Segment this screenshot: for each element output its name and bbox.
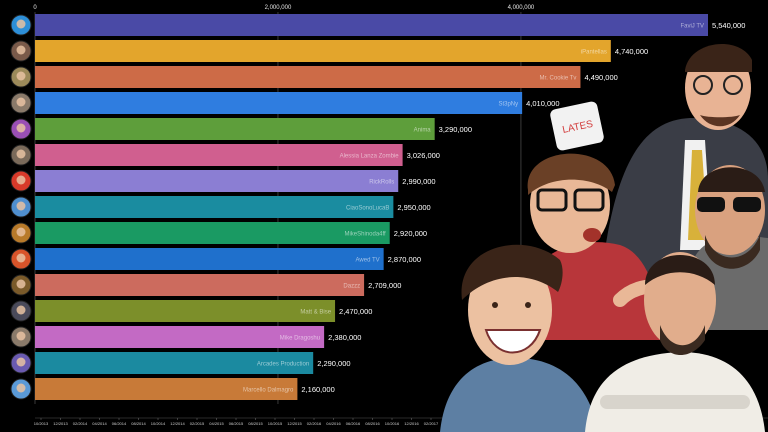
bar-category-label: Alessia Lanza Zombie [340,154,400,160]
bar [35,352,314,374]
date-tick-label: 06/2015 [229,421,244,426]
date-tick-label: 04/2014 [92,421,107,426]
bar-value-label: 2,709,000 [368,281,401,290]
avatar-face [16,123,26,133]
bar-value-label: 4,740,000 [615,47,648,56]
bar [35,300,336,322]
avatar-face [16,201,26,211]
bar-category-label: Dazzz [343,284,360,290]
x-tick-label: 0 [33,5,37,11]
avatar-face [16,227,26,237]
bar [35,118,435,140]
bar-value-label: 2,380,000 [328,333,361,342]
date-tick-label: 06/2014 [112,421,127,426]
x-tick-label: 4,000,000 [508,5,535,11]
bar-value-label: 3,026,000 [407,151,440,160]
avatar-face [16,357,26,367]
bar-value-label: 2,990,000 [402,177,435,186]
date-tick-label: 10/2014 [151,421,166,426]
bar-value-label: 3,290,000 [439,125,472,134]
avatar-face [16,383,26,393]
date-tick-label: 10/2016 [385,421,400,426]
avatar-face [16,175,26,185]
bar [35,196,394,218]
date-tick-label: 02/2014 [73,421,88,426]
bar-category-label: Mike Dragoshu [280,336,320,342]
bar-value-label: 2,470,000 [339,307,372,316]
avatar-face [16,97,26,107]
bar [35,248,384,270]
avatars [10,14,32,400]
date-tick-label: 12/2014 [170,421,185,426]
bar [35,14,708,36]
date-tick-label: 12/2016 [404,421,419,426]
date-tick-label: 02/2015 [190,421,205,426]
portrait-collage: LATES [440,43,768,432]
bar-value-label: 4,490,000 [584,73,617,82]
bar [35,92,523,114]
avatar-face [16,253,26,263]
person-chef-portrait [585,252,765,432]
avatar-face [16,305,26,315]
avatar-face [16,45,26,55]
bar-value-label: 2,160,000 [301,385,334,394]
bar-category-label: St3pNy [498,102,518,108]
bar-value-label: 5,540,000 [712,21,745,30]
avatar-face [16,71,26,81]
bar [35,274,365,296]
bar-category-label: Matt & Bise [300,310,331,316]
bar-category-label: MikeShinoda4ff [344,232,386,238]
bar [35,170,399,192]
top-axis-ticks: 0 2,000,000 4,000,000 [33,5,535,11]
avatar-face [16,331,26,341]
date-tick-label: 04/2015 [209,421,224,426]
held-can: LATES [550,101,604,151]
date-tick-label: 12/2013 [53,421,68,426]
bar-value-label: 2,950,000 [397,203,430,212]
bar-category-label: RickRolls [369,180,394,186]
avatar-face [16,279,26,289]
bar-category-label: Marcello Dalmagro [243,388,294,394]
bar-category-label: iPantellas [581,50,607,56]
bar [35,66,581,88]
bar-category-label: CiaoSonoLucaB [346,206,389,212]
date-tick-label: 10/2015 [268,421,283,426]
date-tick-label: 08/2015 [248,421,263,426]
date-tick-label: 12/2015 [287,421,302,426]
date-tick-label: 02/2016 [307,421,322,426]
date-tick-label: 02/2017 [424,421,439,426]
bar-category-label: FaviJ TV [680,24,704,30]
bar [35,222,390,244]
bar [35,40,611,62]
date-tick-label: 08/2016 [365,421,380,426]
bar-category-label: Awed TV [356,258,380,264]
date-tick-label: 04/2016 [326,421,341,426]
avatar-face [16,149,26,159]
bars: FaviJ TV 5,540,000 iPantellas 4,740,000 Mr. … [35,14,745,400]
bar [35,326,325,348]
date-tick-label: 06/2016 [346,421,361,426]
x-tick-label: 2,000,000 [265,5,292,11]
bar-value-label: 4,010,000 [526,99,559,108]
bar-value-label: 2,870,000 [388,255,421,264]
avatar-face [16,19,26,29]
bar-category-label: Mr. Cookie Tv [540,76,577,82]
bar-value-label: 2,290,000 [317,359,350,368]
date-tick-label: 08/2014 [131,421,146,426]
date-tick-label: 10/2013 [34,421,49,426]
bar-category-label: Arcades Production [257,362,309,368]
person-smiling-portrait [440,244,598,432]
bar-category-label: Anima [414,128,432,134]
bar [35,144,403,166]
bar [35,378,298,400]
bar-value-label: 2,920,000 [394,229,427,238]
